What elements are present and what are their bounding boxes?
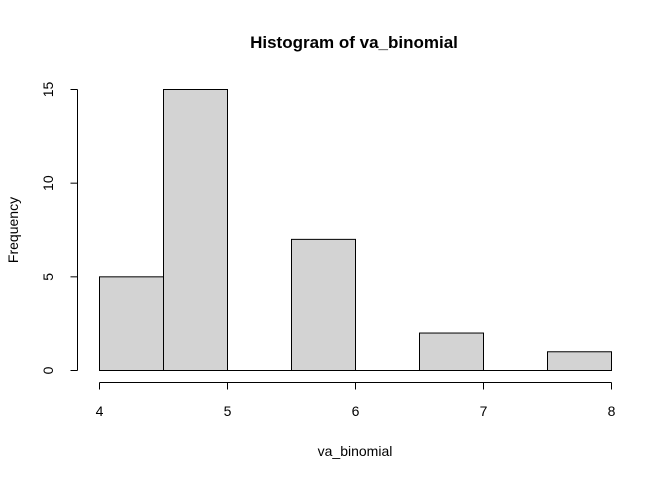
- y-tick-label: 10: [40, 175, 56, 191]
- x-axis-title: va_binomial: [318, 443, 393, 459]
- x-tick-label: 4: [96, 403, 104, 419]
- y-tick-label: 15: [40, 82, 56, 98]
- x-tick-label: 5: [224, 403, 232, 419]
- histogram-bar: [99, 276, 164, 372]
- histogram-bar: [291, 238, 356, 371]
- y-tick-label: 0: [40, 366, 56, 374]
- x-tick-label: 7: [480, 403, 488, 419]
- y-axis-title: Frequency: [5, 197, 21, 263]
- x-axis: 4 5 6 7 8: [96, 382, 616, 419]
- y-tick-label: 5: [40, 273, 56, 281]
- x-tick-label: 8: [608, 403, 616, 419]
- bars-group: [99, 89, 612, 372]
- x-tick-label: 6: [352, 403, 360, 419]
- histogram-bar: [547, 351, 612, 371]
- histogram-bar: [163, 89, 228, 371]
- chart-title: Histogram of va_binomial: [250, 33, 458, 52]
- y-axis: 0 5 10 15: [40, 82, 78, 374]
- histogram-bar: [419, 332, 484, 371]
